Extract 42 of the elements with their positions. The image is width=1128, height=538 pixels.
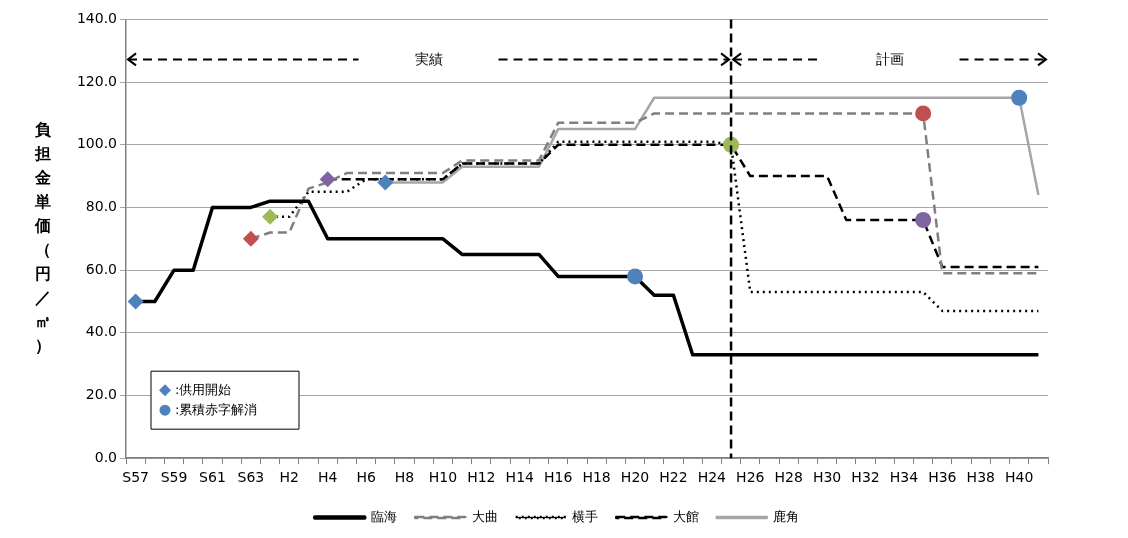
x-tick-label: H34 (889, 469, 919, 486)
x-tick-label: H28 (774, 469, 803, 486)
x-tick-label: H10 (428, 469, 458, 486)
x-tick-label: H14 (505, 469, 535, 486)
y-tick-label: 100.0 (76, 135, 117, 152)
annotation: 計画 (874, 50, 905, 70)
legend-label: :供用開始 (175, 381, 232, 397)
x-tick-label: H36 (928, 469, 957, 486)
x-tick-label: H12 (467, 469, 496, 486)
x-tick-label: H32 (851, 469, 880, 486)
x-tick-label: H4 (317, 469, 338, 486)
legend-label: 大館 (672, 508, 699, 524)
x-tick-label: S63 (237, 469, 265, 486)
x-tick-label: H2 (279, 469, 299, 486)
x-tick-label: H38 (966, 469, 995, 486)
x-tick-label: S57 (122, 469, 149, 486)
x-tick-label: H40 (1005, 469, 1034, 486)
legend-label: 臨海 (371, 508, 398, 524)
y-tick-label: 80.0 (85, 198, 117, 215)
legend-label: 鹿角 (773, 508, 800, 524)
text: 負担金単価（円／㎥） (35, 120, 51, 355)
x-tick-label: H20 (620, 469, 650, 486)
y-tick-label: 20.0 (85, 386, 117, 403)
y-tick-label: 60.0 (85, 260, 117, 277)
x-tick-label: H6 (356, 469, 376, 486)
legend-label: 横手 (572, 508, 599, 524)
x-tick-label: H26 (736, 469, 765, 486)
x-tick-label: H22 (659, 469, 688, 486)
y-tick-label: 40.0 (85, 323, 117, 340)
annotation: 実績 (413, 50, 444, 70)
legend-label: :累積赤字解消 (175, 401, 258, 417)
y-tick-label: 120.0 (76, 72, 117, 89)
x-tick-label: H18 (582, 469, 611, 486)
x-tick-label: H8 (394, 469, 415, 486)
legend-label: 大曲 (471, 508, 498, 524)
x-tick-label: H16 (544, 469, 573, 486)
y-tick-label: 0.0 (94, 448, 117, 465)
x-tick-label: S61 (199, 469, 226, 486)
x-tick-label: S59 (160, 469, 188, 486)
x-tick-label: H24 (697, 469, 727, 486)
y-tick-label: 140.0 (76, 10, 117, 27)
x-tick-label: H30 (812, 469, 842, 486)
